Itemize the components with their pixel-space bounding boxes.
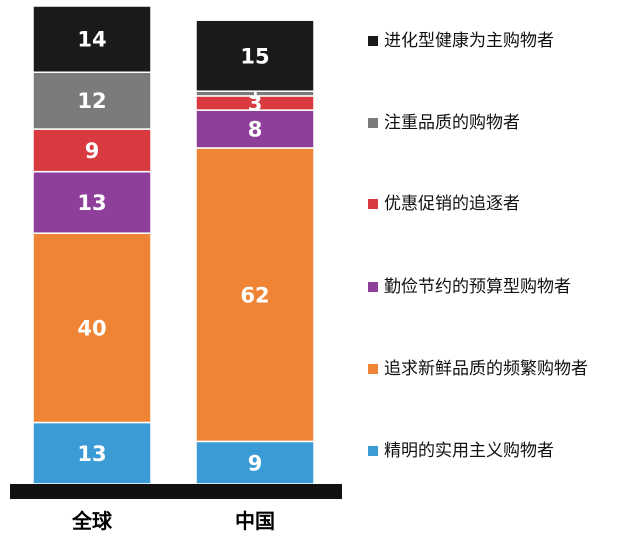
bar-segment-0-3	[32, 128, 152, 173]
baseline-axis	[10, 484, 342, 499]
data-label-0-1: 40	[77, 316, 106, 340]
legend-label-3: 勤俭节约的预算型购物者	[384, 277, 571, 297]
category-label-0: 全球	[71, 509, 113, 533]
bars-group: 13 40 13 9 12 14 9 62 831 15	[32, 5, 315, 485]
bar-segment-0-5	[32, 5, 152, 74]
category-label-1: 中国	[235, 509, 275, 533]
bar-segment-0-1	[32, 232, 152, 424]
data-label-0-5: 14	[77, 28, 106, 52]
legend-label-1: 注重品质的购物者	[384, 113, 520, 133]
legend-label-5: 精明的实用主义购物者	[384, 441, 554, 461]
bar-segment-0-4	[32, 71, 152, 130]
data-label-0-2: 13	[77, 191, 106, 215]
legend-swatch-1	[368, 118, 378, 128]
legend-swatch-2	[368, 199, 378, 209]
bar-segment-1-2	[195, 109, 315, 149]
legend-swatch-0	[368, 36, 378, 46]
legend-swatch-5	[368, 446, 378, 456]
data-label-1-5: 15	[240, 44, 269, 68]
category-labels: 全球 中国	[71, 509, 275, 533]
data-label-0-0: 13	[77, 442, 106, 466]
bar-segment-1-1	[195, 147, 315, 443]
legend-label-2: 优惠促销的追逐者	[384, 194, 520, 214]
legend-label-0: 进化型健康为主购物者	[384, 31, 554, 51]
data-label-1-1: 62	[240, 283, 269, 307]
legend: 进化型健康为主购物者注重品质的购物者优惠促销的追逐者勤俭节约的预算型购物者追求新…	[368, 31, 588, 461]
bar-segment-0-0	[32, 421, 152, 485]
data-label-1-2: 8	[248, 118, 263, 142]
bar-segment-1-5	[195, 19, 315, 92]
legend-label-4: 追求新鲜品质的频繁购物者	[384, 359, 588, 379]
data-label-1-0: 9	[248, 451, 263, 475]
data-label-1-3: 3	[248, 92, 263, 116]
data-label-0-4: 12	[77, 89, 106, 113]
data-label-0-3: 9	[85, 139, 100, 163]
legend-swatch-4	[368, 364, 378, 374]
data-label-1-4: 1	[250, 85, 260, 103]
legend-swatch-3	[368, 282, 378, 292]
